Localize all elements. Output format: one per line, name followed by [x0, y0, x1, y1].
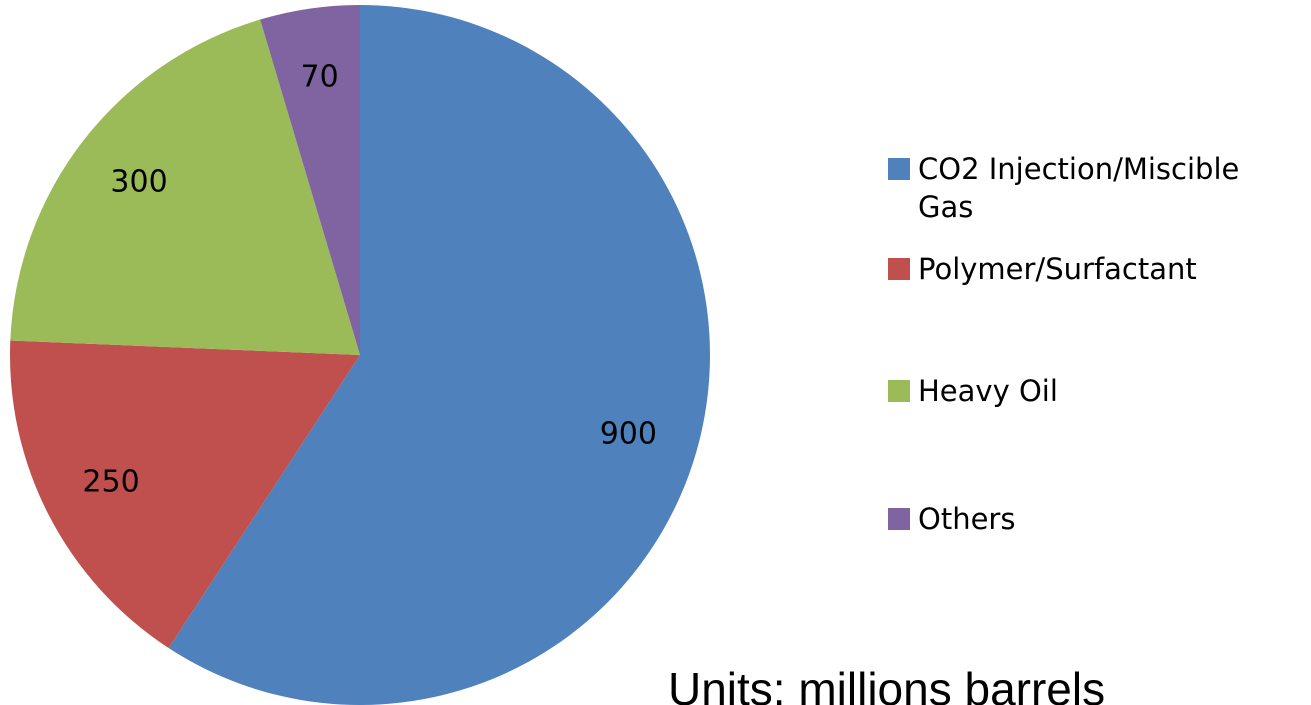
pie-slice: [260, 5, 360, 355]
data-label: 300: [110, 165, 167, 200]
legend-swatch: [888, 380, 910, 402]
pie-slice: [9, 340, 361, 649]
legend-swatch: [888, 508, 910, 530]
legend-item: Others: [888, 500, 1308, 538]
legend-label: Polymer/Surfactant: [918, 252, 1197, 286]
pie-slice: [168, 5, 711, 705]
data-label: 900: [600, 416, 657, 451]
legend-item: Heavy Oil: [888, 372, 1308, 410]
legend-item: CO2 Injection/Miscible Gas: [888, 150, 1308, 226]
pie-slice: [10, 19, 361, 355]
legend-swatch: [888, 258, 910, 280]
legend-label: CO2 Injection/Miscible Gas: [918, 152, 1240, 224]
annotation: Units: millions barrels: [668, 663, 1106, 705]
legend-swatch: [888, 158, 910, 180]
legend-item: Polymer/Surfactant: [888, 250, 1308, 288]
data-label: 70: [301, 59, 339, 94]
data-label: 250: [82, 465, 139, 500]
legend-label: Others: [918, 502, 1016, 536]
legend-label: Heavy Oil: [918, 374, 1058, 408]
